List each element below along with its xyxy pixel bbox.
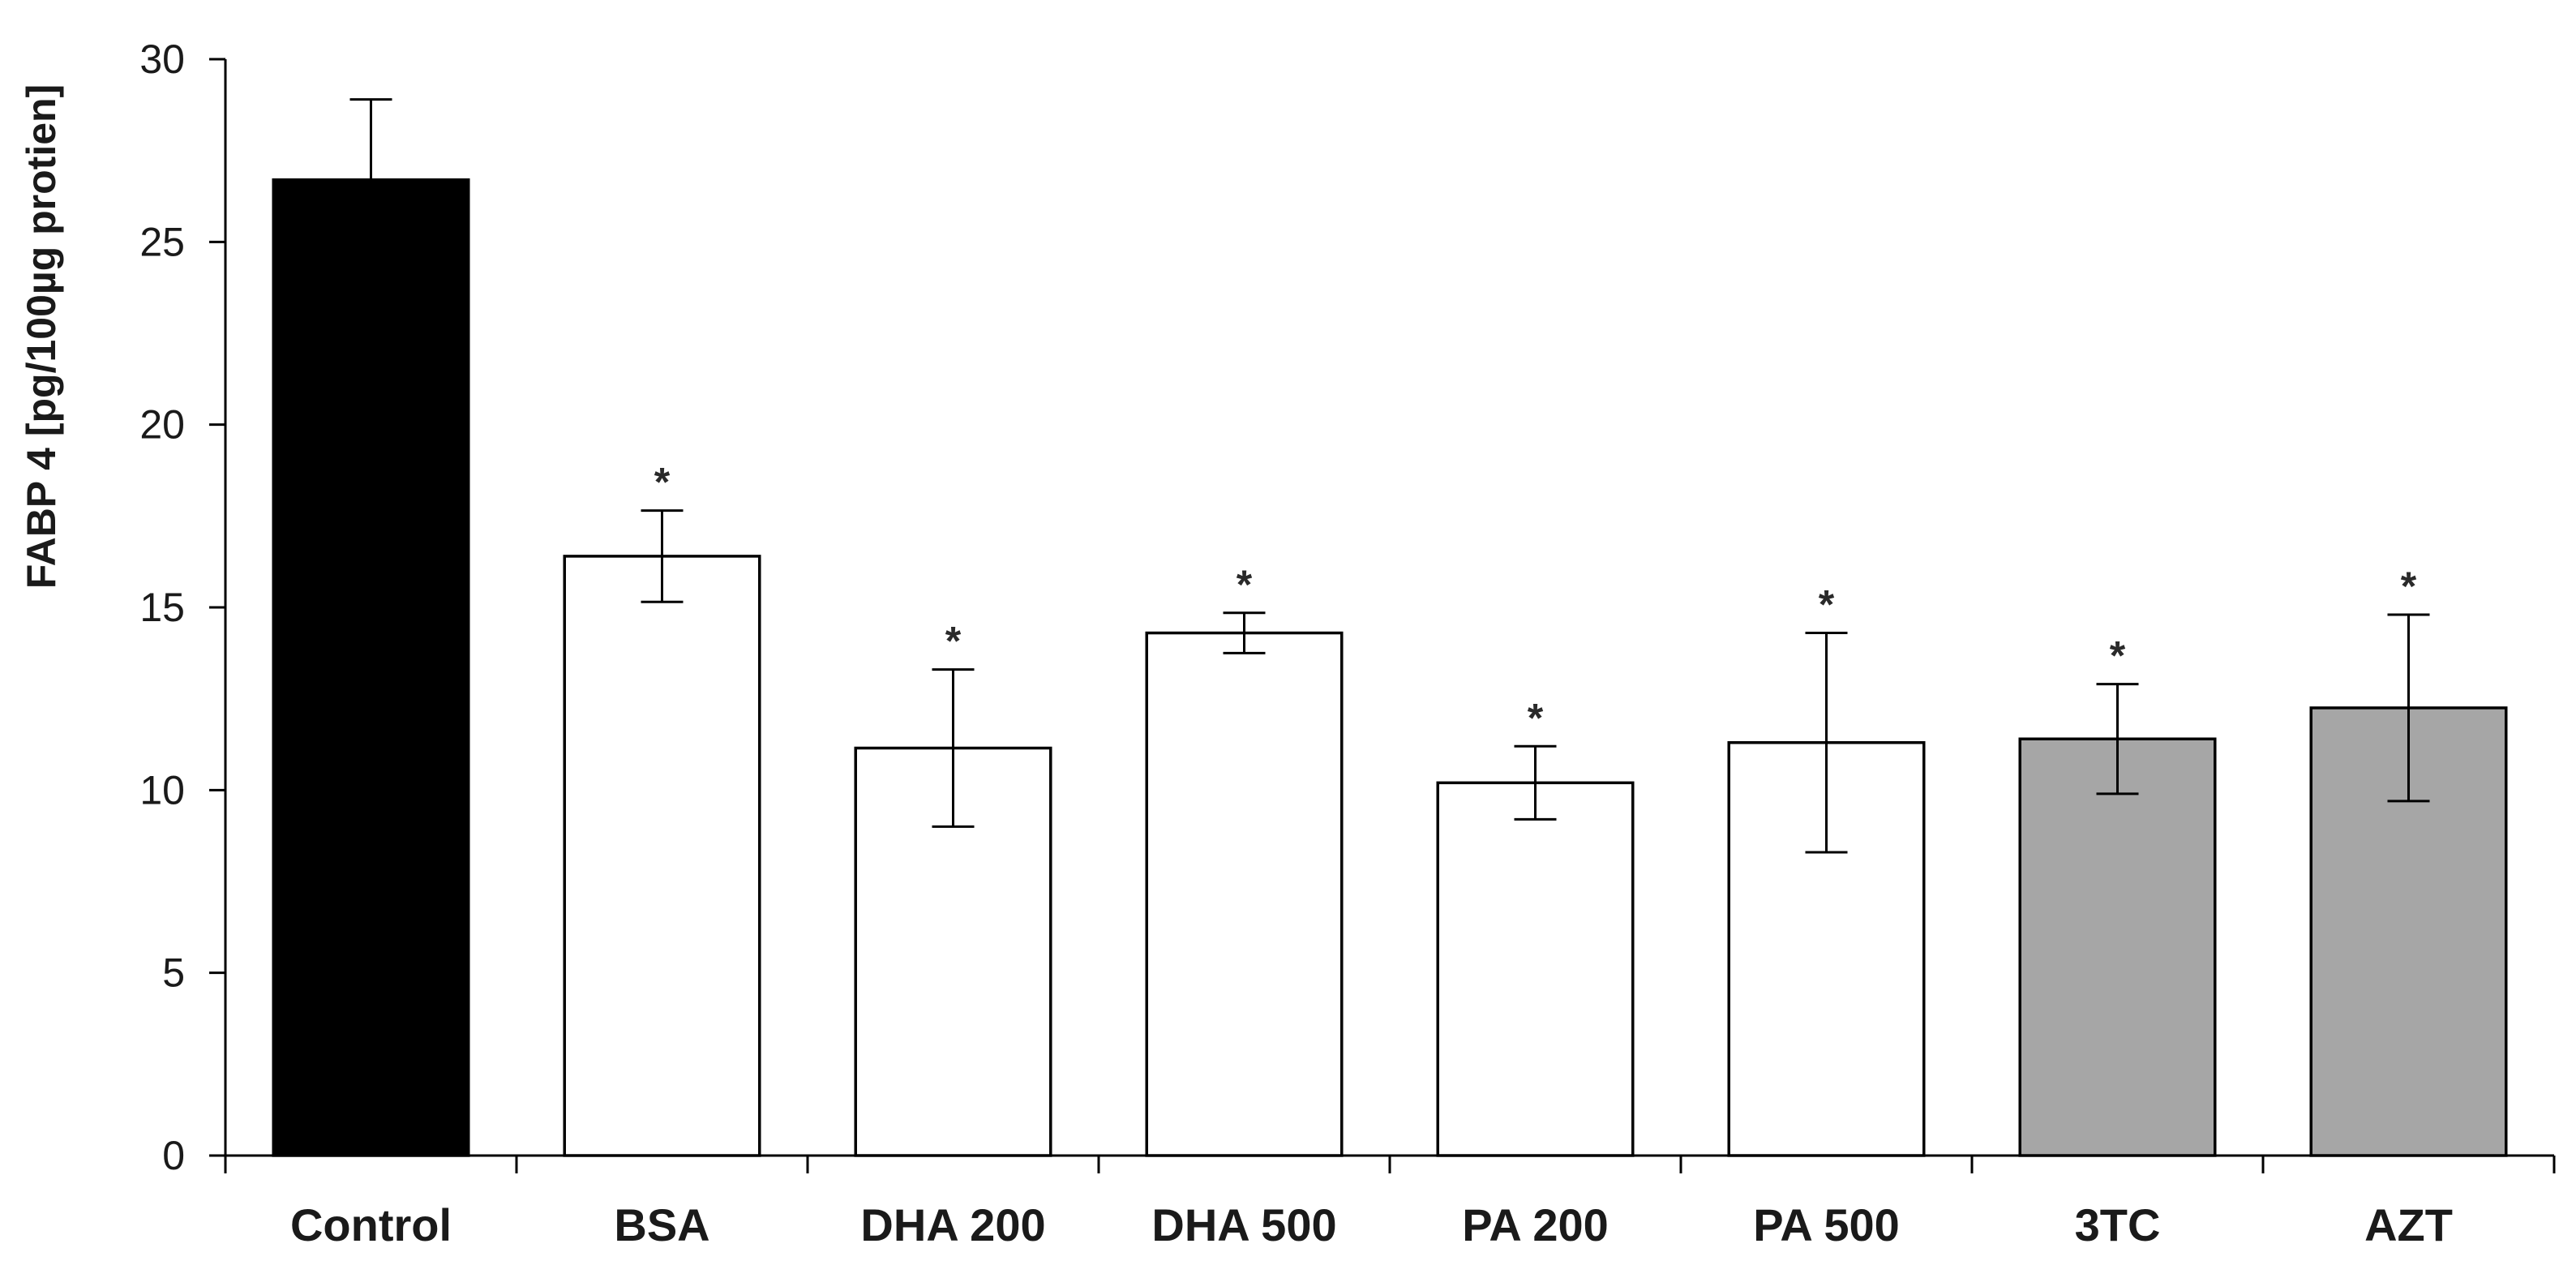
significance-markers: * * * * * * * [654,460,2417,741]
bar-bsa [563,555,761,1157]
y-tick-label: 20 [139,402,185,448]
bar-control [272,178,470,1157]
significance-asterisk: * [1819,582,1835,628]
significance-asterisk: * [654,460,671,505]
y-tick-label: 5 [162,950,185,996]
x-tick-label: Control [290,1199,452,1250]
x-tick-label: PA 200 [1462,1199,1609,1250]
x-tick-label: DHA 500 [1151,1199,1336,1250]
y-tick-label: 10 [139,767,185,813]
x-tick-label: PA 500 [1753,1199,1900,1250]
x-tick-label: DHA 200 [860,1199,1045,1250]
x-axis: Control BSA DHA 200 DHA 500 PA 200 PA 500 3TC A… [224,1154,2556,1250]
significance-asterisk: * [2110,633,2126,679]
bar-dha-500 [1145,631,1344,1157]
x-tick-label: AZT [2364,1199,2453,1250]
significance-asterisk: * [1528,695,1544,740]
y-axis: 0 5 10 15 20 25 30 [139,36,227,1178]
y-axis-title: FABP 4 [pg/100µg protien] [19,84,64,589]
significance-asterisk: * [2401,564,2417,609]
significance-asterisk: * [945,619,962,664]
bar-pa-200 [1436,781,1635,1157]
bars [272,178,2508,1157]
y-tick-label: 25 [139,219,185,264]
x-tick-label: BSA [614,1199,709,1250]
x-tick-label: 3TC [2075,1199,2161,1250]
y-tick-label: 15 [139,585,185,630]
error-bars [349,98,2430,854]
bar-3tc [2018,737,2217,1157]
y-tick-label: 30 [139,36,185,82]
y-tick-label: 0 [162,1133,185,1178]
significance-asterisk: * [1237,562,1253,607]
